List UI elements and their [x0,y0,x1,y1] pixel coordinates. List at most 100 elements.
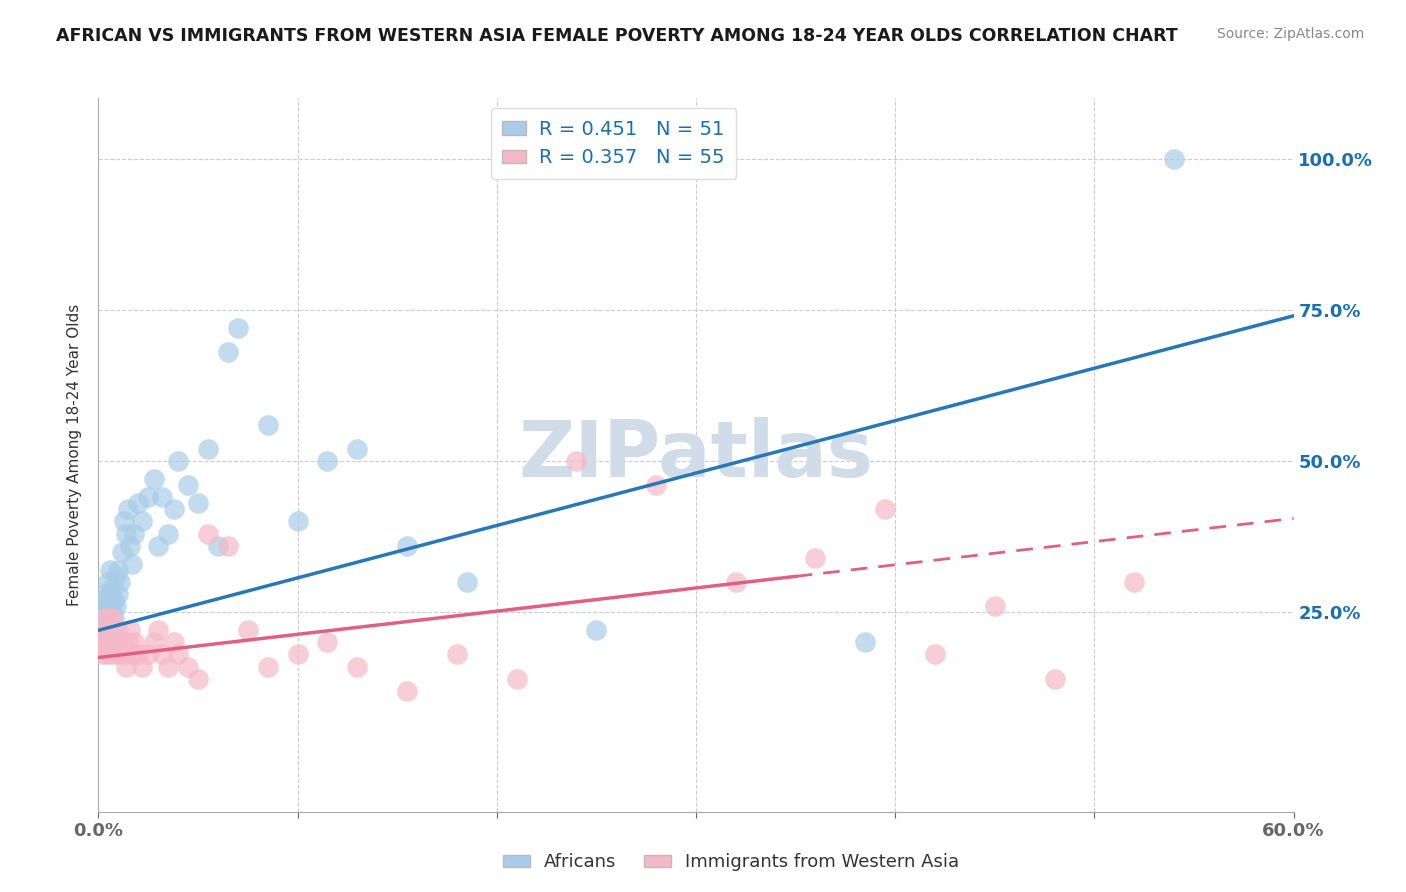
Point [256,659,278,673]
Point [984,599,1007,613]
Point [924,648,946,662]
Point [197,526,219,541]
Point [167,648,190,662]
Point [89,611,111,625]
Point [207,539,229,553]
Legend: R = 0.451   N = 51, R = 0.357   N = 55: R = 0.451 N = 51, R = 0.357 N = 55 [491,108,737,179]
Point [287,648,309,662]
Point [97,574,120,589]
Point [346,442,368,456]
Point [115,526,138,541]
Point [97,605,120,619]
Point [645,478,668,492]
Y-axis label: Female Poverty Among 18-24 Year Olds: Female Poverty Among 18-24 Year Olds [67,304,83,606]
Point [97,635,120,649]
Point [107,563,129,577]
Point [163,635,186,649]
Point [157,659,180,673]
Point [96,624,118,638]
Point [875,502,897,516]
Point [105,635,128,649]
Point [100,624,122,638]
Point [136,648,159,662]
Point [124,635,146,649]
Point [103,648,125,662]
Point [1043,672,1066,686]
Point [112,515,135,529]
Legend: Africans, Immigrants from Western Asia: Africans, Immigrants from Western Asia [495,847,967,879]
Point [1163,152,1185,166]
Point [120,624,142,638]
Point [93,611,115,625]
Point [100,563,122,577]
Point [157,526,180,541]
Point [127,496,149,510]
Point [91,624,114,638]
Point [107,587,129,601]
Point [112,648,135,662]
Point [115,659,138,673]
Point [111,544,134,558]
Point [177,478,200,492]
Point [256,417,278,432]
Point [148,624,170,638]
Point [316,454,339,468]
Point [121,557,143,571]
Point [148,539,170,553]
Point [105,569,128,583]
Point [226,321,249,335]
Point [120,539,142,553]
Point [143,635,166,649]
Point [91,593,114,607]
Point [236,624,259,638]
Point [217,539,239,553]
Point [167,454,190,468]
Point [197,442,219,456]
Point [456,574,478,589]
Point [89,635,111,649]
Point [101,581,124,595]
Point [131,515,153,529]
Point [163,502,186,516]
Point [724,574,747,589]
Point [136,490,159,504]
Point [101,635,124,649]
Point [101,611,124,625]
Point [93,605,115,619]
Point [110,574,132,589]
Point [187,672,209,686]
Point [396,683,419,698]
Point [103,611,125,625]
Point [804,550,827,565]
Point [585,624,607,638]
Text: ZIPatlas: ZIPatlas [519,417,873,493]
Point [127,648,149,662]
Point [121,648,143,662]
Point [150,648,173,662]
Point [110,648,132,662]
Point [217,345,239,359]
Point [396,539,419,553]
Point [105,599,128,613]
Point [131,659,153,673]
Point [853,635,876,649]
Point [143,472,166,486]
Point [1123,574,1146,589]
Point [117,635,139,649]
Point [101,599,124,613]
Point [91,624,114,638]
Point [150,490,173,504]
Point [287,515,309,529]
Point [107,624,129,638]
Point [97,611,120,625]
Text: Source: ZipAtlas.com: Source: ZipAtlas.com [1216,27,1364,41]
Point [100,587,122,601]
Point [177,659,200,673]
Point [316,635,339,649]
Point [446,648,468,662]
Point [506,672,529,686]
Point [124,526,146,541]
Point [187,496,209,510]
Point [96,599,118,613]
Point [91,648,114,662]
